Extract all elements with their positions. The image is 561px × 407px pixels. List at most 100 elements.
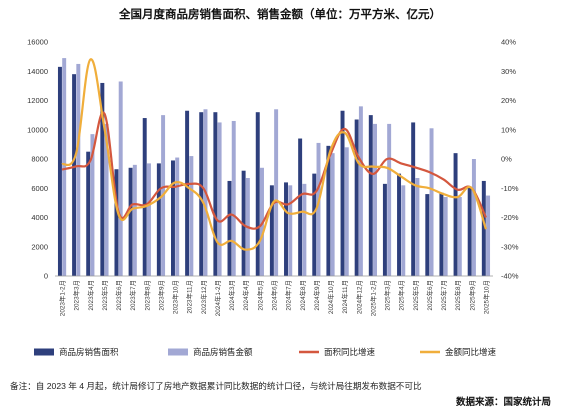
bar-amount [443,197,448,276]
bar-area [326,145,331,276]
x-tick-label: 2025年7月 [439,280,448,311]
x-tick-label: 2023年3月 [72,280,81,311]
x-tick-label: 2025年6月 [425,280,434,311]
bar-amount [175,157,180,276]
bar-area [57,66,62,276]
left-tick-label: 4000 [31,213,48,222]
x-tick-label: 2024年6月 [270,280,279,311]
left-tick-label: 10000 [27,125,48,134]
right-tick-label: -10% [501,184,519,193]
x-tick-label: 2023年9月 [156,280,165,311]
bar-amount [415,178,420,276]
bar-area [72,74,77,276]
bar-area [255,112,260,276]
legend-label: 金额同比增速 [445,347,497,357]
x-tick-label: 2025年10月 [481,280,490,314]
plot-area [57,58,491,277]
right-tick-label: 30% [501,67,516,76]
x-tick-label: 2023年5月 [100,280,109,311]
bar-area [284,182,288,276]
legend-swatch [168,348,188,356]
left-tick-label: 12000 [27,96,48,105]
x-tick-label: 2023年6月 [114,280,123,311]
bar-amount [76,63,81,276]
bar-amount [373,123,378,277]
bar-amount [471,159,476,276]
bar-area [354,119,359,276]
bar-area [227,180,232,276]
bar-area [86,151,91,276]
bar-area [100,82,105,276]
right-tick-label: 0% [501,155,512,164]
legend-label: 面积同比增速 [324,347,376,357]
bar-amount [358,106,363,276]
bar-area [312,173,317,276]
x-tick-label: 2023年1-2月 [58,280,67,316]
bar-area [199,112,204,276]
bar-amount [288,185,293,276]
bar-amount [274,109,279,277]
right-tick-label: 10% [501,125,516,134]
bar-area [425,194,430,276]
bar-amount [62,58,67,277]
data-source: 数据来源：国家统计局 [455,396,551,407]
right-tick-label: -40% [501,272,519,281]
bar-area [142,118,147,276]
legend: 商品房销售面积 商品房销售金额 面积同比增速 金额同比增速 [34,347,497,357]
x-tick-label: 2023年8月 [142,280,151,311]
x-tick-label: 2024年4月 [241,280,250,311]
left-y-axis: 0 2000 4000 6000 8000 10000 12000 14000 16000 [27,38,48,281]
x-tick-label: 2024年5月 [255,280,264,311]
x-tick-label: 2023年12月 [199,280,208,314]
bar-amount [387,123,392,277]
left-tick-label: 0 [44,272,48,281]
x-tick-label: 2025年4月 [397,280,406,311]
right-tick-label: -20% [501,213,519,222]
bar-amount [90,134,95,276]
bar-amount [302,183,307,276]
x-tick-label: 2024年11月 [340,280,349,314]
legend-label: 商品房销售金额 [193,347,253,357]
bar-area [453,153,458,276]
bar-amount [189,156,194,276]
right-tick-label: -30% [501,242,519,251]
x-tick-label: 2025年5月 [411,280,420,311]
bar-area [156,163,161,276]
bar-amount [231,120,236,276]
bar-amount [344,147,349,276]
bar-amount [146,163,151,276]
left-tick-label: 2000 [31,242,48,251]
x-tick-label: 2024年7月 [284,280,293,311]
bar-amount [316,142,321,276]
footnote: 备注：自 2023 年 4 月起，统计局修订了房地产数据累计同比数据的统计口径，… [10,380,422,391]
x-axis: 2023年1-2月 2023年3月 2023年4月 2023年5月 2023年6月 202… [55,275,493,316]
x-tick-label: 2024年1-2月 [213,280,222,316]
legend-label: 商品房销售面积 [59,347,119,357]
x-tick-label: 2023年11月 [185,280,194,314]
bar-area [382,183,387,276]
x-tick-label: 2023年7月 [128,280,137,311]
right-tick-label: 20% [501,96,516,105]
legend-swatch [34,348,54,356]
left-tick-label: 6000 [31,184,48,193]
x-tick-label: 2023年10月 [171,280,180,314]
bar-amount [217,122,222,276]
chart-title: 全国月度商品房销售面积、销售金额（单位：万平方米、亿元） [118,7,441,21]
bar-area [439,192,444,276]
bar-amount [104,123,109,277]
bar-amount [486,195,491,276]
line-amount-growth [61,58,487,251]
bar-area [397,173,402,276]
bar-area [241,170,246,276]
x-tick-label: 2025年3月 [383,280,392,311]
bar-area [185,110,190,276]
x-tick-label: 2025年9月 [467,280,476,311]
bar-area [114,169,119,276]
bar-amount [457,197,462,276]
line-area-growth [61,111,487,230]
x-tick-label: 2024年9月 [312,280,321,311]
right-tick-label: 40% [501,38,516,47]
right-y-axis: -40% -30% -20% -10% 0% 10% 20% 30% 40% [501,38,519,281]
left-tick-label: 8000 [31,155,48,164]
